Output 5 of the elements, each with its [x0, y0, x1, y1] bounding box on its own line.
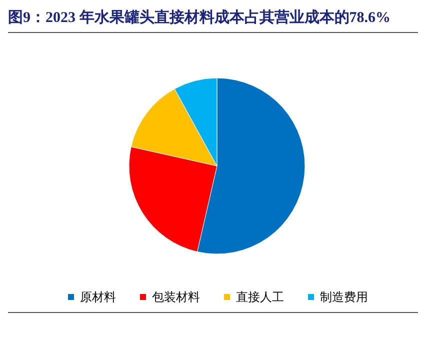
legend-label: 原材料: [80, 290, 116, 304]
legend-label: 直接人工: [236, 290, 284, 304]
chart-title: 图9：2023 年水果罐头直接材料成本占其营业成本的78.6%: [8, 6, 418, 33]
legend-label: 包装材料: [152, 290, 200, 304]
legend-label: 制造费用: [320, 290, 368, 304]
